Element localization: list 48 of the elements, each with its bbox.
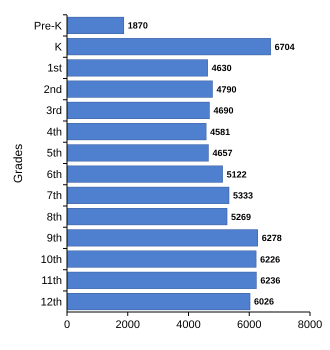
bar <box>66 166 223 183</box>
bar <box>66 123 206 140</box>
bar <box>66 80 213 98</box>
bar <box>66 102 210 119</box>
data-label: 6704 <box>274 42 295 52</box>
bar <box>66 59 208 76</box>
bar <box>66 144 209 162</box>
bar <box>66 272 257 289</box>
y-tick-label: 1st <box>47 62 62 75</box>
data-label: 5269 <box>231 212 252 222</box>
data-label: 4630 <box>212 63 232 74</box>
y-tick-label: 9th <box>46 232 62 245</box>
data-label: 4581 <box>210 126 230 137</box>
y-tick-label: 2nd <box>44 84 62 96</box>
data-label: 4657 <box>212 148 232 158</box>
y-tick-label: K <box>54 42 63 54</box>
data-label: 6226 <box>260 254 280 264</box>
y-tick-label: 8th <box>46 211 62 224</box>
bar <box>66 293 250 310</box>
y-axis-title: Grades <box>11 144 25 184</box>
bar <box>66 186 230 204</box>
data-label: 4790 <box>216 84 237 94</box>
y-tick-label: 6th <box>46 168 62 181</box>
x-tick-label: 2000 <box>116 319 140 331</box>
y-tick-label: 12th <box>40 296 62 308</box>
y-tick-label: 10th <box>40 254 62 266</box>
x-tick-label: 8000 <box>298 319 322 331</box>
data-label: 6026 <box>254 296 274 307</box>
data-label: 5122 <box>226 169 247 180</box>
data-label: 6236 <box>260 275 280 286</box>
x-tick-label: 6000 <box>237 319 262 331</box>
y-tick-label: 11th <box>41 275 62 288</box>
bar <box>66 16 124 34</box>
bar <box>66 38 271 56</box>
data-label: 6278 <box>262 233 282 244</box>
y-tick-label: Pre-K <box>34 20 63 32</box>
x-tick-label: 4000 <box>176 319 201 331</box>
y-tick-label: 7th <box>46 190 62 202</box>
bar <box>66 208 228 226</box>
y-tick-label: 5th <box>46 148 62 160</box>
data-label: 5333 <box>232 190 254 201</box>
bar <box>66 229 258 246</box>
data-label: 4690 <box>213 106 234 116</box>
x-tick-label: 0 <box>64 319 70 331</box>
data-label: 1870 <box>128 20 148 31</box>
y-tick-label: 4th <box>46 126 62 138</box>
y-tick-label: 3rd <box>46 105 62 118</box>
bar <box>66 250 256 268</box>
